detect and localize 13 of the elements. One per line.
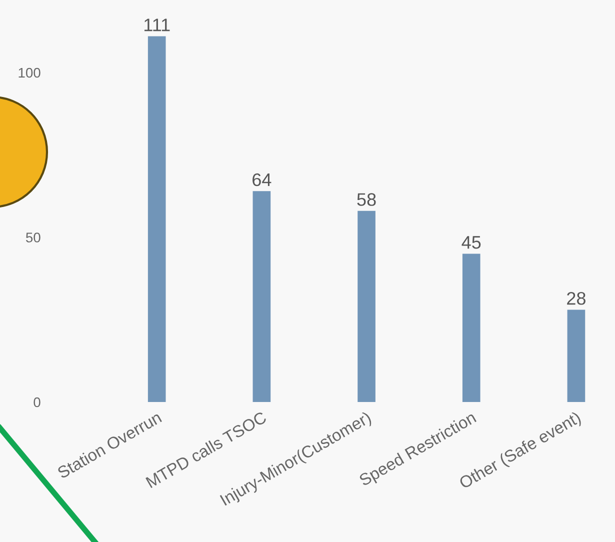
data-label: 64 bbox=[252, 173, 272, 186]
y-tick-label: 100 bbox=[18, 68, 40, 78]
data-label: 45 bbox=[462, 236, 481, 249]
bar bbox=[358, 210, 376, 402]
data-label: 28 bbox=[567, 292, 586, 305]
data-label: 111 bbox=[144, 18, 170, 32]
bar bbox=[567, 310, 586, 402]
y-tick-label: 0 bbox=[34, 397, 40, 408]
bar bbox=[148, 36, 166, 402]
bar bbox=[252, 191, 271, 402]
data-label: 58 bbox=[357, 193, 376, 206]
y-tick-label: 50 bbox=[26, 232, 40, 242]
bar bbox=[462, 254, 480, 402]
